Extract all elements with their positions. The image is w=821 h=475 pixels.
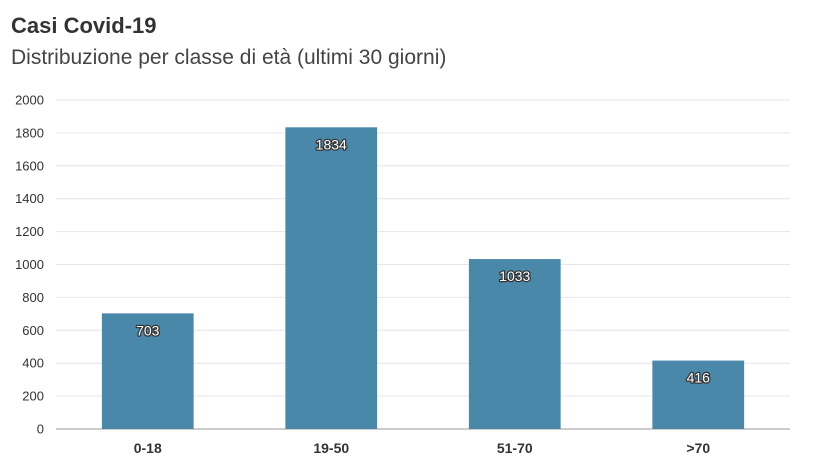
y-tick-label: 200 xyxy=(22,389,44,404)
data-label: 703 xyxy=(136,322,160,338)
x-tick-label: 19-50 xyxy=(313,440,349,456)
bar-19-50 xyxy=(285,127,378,429)
x-tick-label: >70 xyxy=(686,440,710,456)
y-tick-label: 800 xyxy=(22,290,44,305)
x-tick-label: 51-70 xyxy=(497,440,533,456)
bar->70 xyxy=(652,360,745,429)
x-tick-label: 0-18 xyxy=(134,440,162,456)
data-label: 1834 xyxy=(316,136,347,152)
bar-labels: 703 1834 1033 416 xyxy=(135,135,712,387)
y-tick-label: 1600 xyxy=(15,158,44,173)
y-tick-label: 1000 xyxy=(15,257,44,272)
x-axis: 0-18 19-50 51-70 >70 xyxy=(134,440,711,456)
bars xyxy=(101,127,745,429)
chart-title: Casi Covid-19 xyxy=(11,13,157,38)
y-tick-label: 1200 xyxy=(15,224,44,239)
data-label: 416 xyxy=(687,370,711,386)
y-tick-label: 1400 xyxy=(15,191,44,206)
bar-51-70 xyxy=(468,259,561,429)
bar-0-18 xyxy=(101,313,194,429)
y-axis: 0 200 400 600 800 1000 1200 1400 1600 1800 2000 xyxy=(15,93,44,437)
y-tick-label: 400 xyxy=(22,356,44,371)
chart-subtitle: Distribuzione per classe di età (ultimi … xyxy=(11,46,447,69)
y-tick-label: 0 xyxy=(37,422,44,437)
y-tick-label: 1800 xyxy=(15,125,44,140)
y-tick-label: 600 xyxy=(22,323,44,338)
data-label: 1033 xyxy=(499,268,530,284)
y-tick-label: 2000 xyxy=(15,93,44,108)
